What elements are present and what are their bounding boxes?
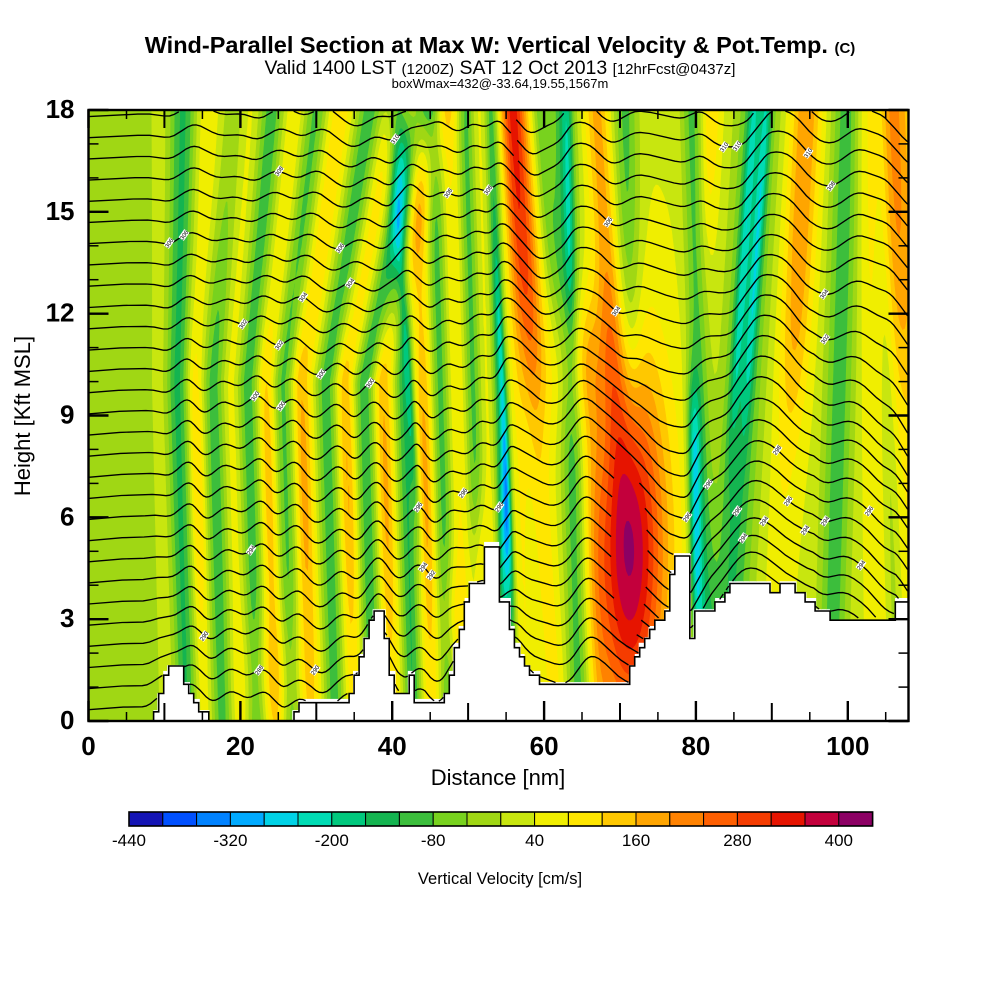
svg-text:306: 306 (604, 216, 615, 228)
svg-text:9: 9 (60, 400, 74, 430)
svg-text:308: 308 (827, 180, 838, 192)
svg-text:300: 300 (317, 368, 328, 380)
svg-text:12: 12 (46, 298, 75, 328)
svg-text:3: 3 (60, 603, 74, 633)
svg-text:294: 294 (419, 561, 430, 573)
svg-text:290: 290 (311, 664, 322, 676)
svg-text:304: 304 (820, 288, 831, 300)
svg-text:290: 290 (200, 630, 211, 642)
svg-text:294: 294 (739, 532, 750, 544)
svg-text:308: 308 (444, 187, 455, 199)
svg-text:300: 300 (366, 377, 377, 389)
svg-text:296: 296 (784, 495, 795, 507)
svg-text:296: 296 (733, 505, 744, 517)
svg-text:288: 288 (255, 664, 266, 676)
svg-text:18: 18 (46, 94, 75, 124)
svg-text:294: 294 (821, 515, 832, 527)
svg-text:60: 60 (530, 731, 559, 761)
svg-text:0: 0 (60, 705, 74, 735)
svg-text:296: 296 (704, 478, 715, 490)
svg-text:302: 302 (239, 318, 250, 330)
svg-text:304: 304 (612, 305, 623, 317)
svg-text:-320: -320 (213, 831, 247, 850)
svg-text:-200: -200 (315, 831, 349, 850)
svg-text:280: 280 (723, 831, 751, 850)
svg-text:boxWmax=432@-33.64,19.55,1567m: boxWmax=432@-33.64,19.55,1567m (392, 76, 609, 91)
svg-text:300: 300 (277, 400, 288, 412)
svg-text:294: 294 (857, 559, 868, 571)
svg-text:Wind-Parallel Section at Max W: Wind-Parallel Section at Max W: Vertical… (145, 32, 856, 58)
svg-text:310: 310 (804, 147, 815, 159)
svg-text:292: 292 (427, 569, 438, 581)
svg-text:6: 6 (60, 501, 74, 531)
svg-text:294: 294 (247, 544, 258, 556)
svg-text:296: 296 (495, 501, 506, 513)
svg-text:0: 0 (81, 731, 95, 761)
svg-text:306: 306 (180, 229, 191, 241)
svg-text:296: 296 (414, 501, 425, 513)
svg-text:300: 300 (251, 390, 262, 402)
svg-text:306: 306 (336, 242, 347, 254)
svg-text:-80: -80 (421, 831, 446, 850)
svg-text:302: 302 (821, 333, 832, 345)
svg-text:304: 304 (346, 277, 357, 289)
svg-text:304: 304 (299, 291, 310, 303)
svg-text:296: 296 (865, 505, 876, 517)
svg-text:Vertical Velocity [cm/s]: Vertical Velocity [cm/s] (418, 870, 582, 888)
svg-text:Distance [nm]: Distance [nm] (431, 765, 566, 790)
svg-text:308: 308 (275, 165, 286, 177)
svg-text:80: 80 (681, 731, 710, 761)
svg-text:100: 100 (826, 731, 869, 761)
svg-text:20: 20 (226, 731, 255, 761)
svg-text:310: 310 (720, 141, 731, 153)
svg-text:160: 160 (622, 831, 650, 850)
svg-text:15: 15 (46, 196, 75, 226)
svg-text:Height [Kft MSL]: Height [Kft MSL] (10, 336, 35, 496)
svg-text:298: 298 (773, 444, 784, 456)
svg-text:302: 302 (275, 339, 286, 351)
svg-text:40: 40 (525, 831, 544, 850)
svg-text:296: 296 (459, 487, 470, 499)
svg-text:294: 294 (760, 515, 771, 527)
svg-text:306: 306 (165, 237, 176, 249)
svg-text:310: 310 (733, 140, 744, 152)
svg-text:294: 294 (801, 524, 812, 536)
svg-text:310: 310 (391, 133, 402, 145)
svg-text:400: 400 (825, 831, 853, 850)
svg-text:40: 40 (378, 731, 407, 761)
svg-text:-440: -440 (112, 831, 146, 850)
svg-text:Valid 1400 LST (1200Z) SAT 12: Valid 1400 LST (1200Z) SAT 12 Oct 2013 [… (265, 57, 736, 79)
svg-text:296: 296 (683, 511, 694, 523)
svg-text:308: 308 (484, 184, 495, 196)
